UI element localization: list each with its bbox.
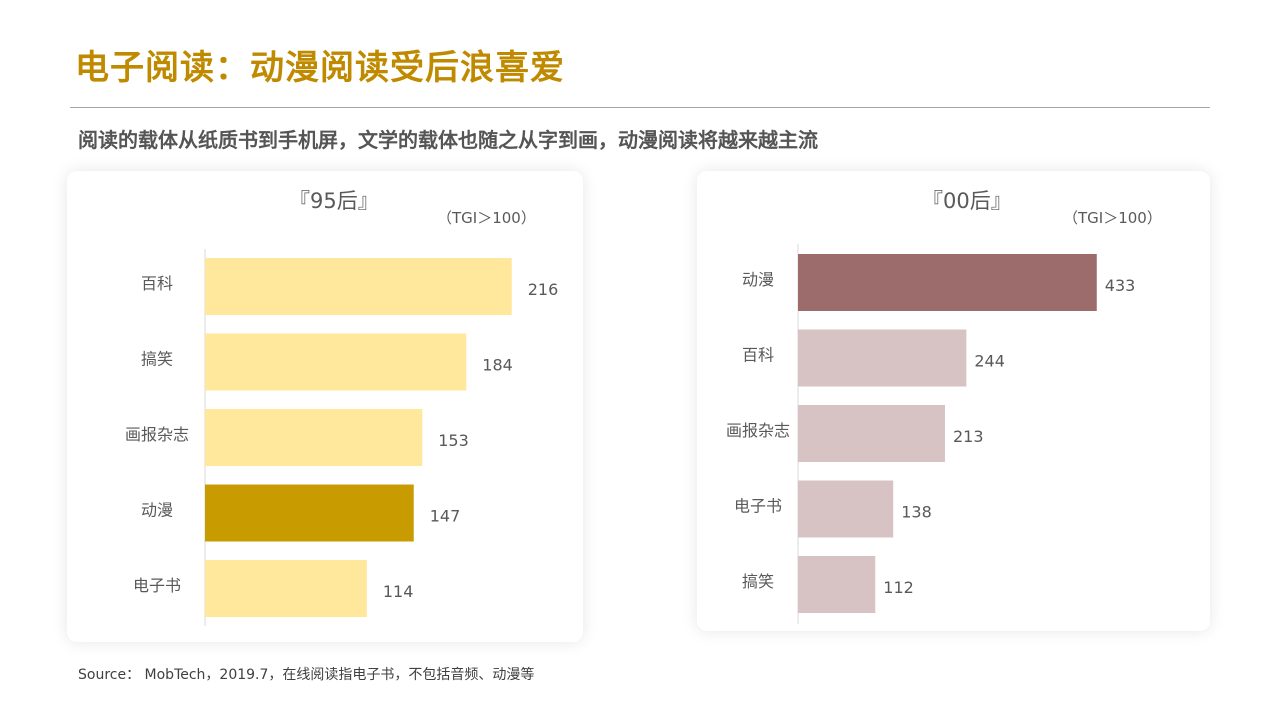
bar-95-5 [205,560,367,617]
data-label-95-5: 114 [383,582,414,601]
data-label-00-3: 213 [953,427,984,446]
chart-card-95: 『95后』 （TGI＞100） 百科 216 搞笑 184 画报杂志 153 动漫 147 电子… [67,171,583,642]
data-label-00-4: 138 [901,503,932,522]
chart-title-00: 『00后』 [922,189,1012,213]
data-label-00-1: 433 [1105,276,1136,295]
data-label-95-2: 184 [482,356,513,375]
category-label-00-3: 画报杂志 [726,421,790,440]
data-label-95-1: 216 [528,280,559,299]
bar-95-2 [205,333,467,391]
category-label-95-2: 搞笑 [141,350,173,369]
chart-title-95: 『95后』 [289,189,379,213]
category-label-95-5: 电子书 [133,576,181,595]
bar-00-3 [798,405,945,462]
chart-unit-label-00: （TGI＞100） [1063,209,1162,227]
page-subtitle: 阅读的载体从纸质书到手机屏，文学的载体也随之从字到画，动漫阅读将越来越主流 [78,128,818,152]
category-label-95-3: 画报杂志 [125,425,189,444]
chart-unit-label-95: （TGI＞100） [437,209,536,227]
bar-00-4 [798,480,894,538]
bar-chart-95: 百科 216 搞笑 184 画报杂志 153 动漫 147 电子书 114 [125,249,559,626]
bar-00-5 [798,556,876,613]
chart-card-00: 『00后』 （TGI＞100） 动漫 433 百科 244 画报杂志 213 电子书 138 搞… [697,171,1210,631]
bar-chart-00: 动漫 433 百科 244 画报杂志 213 电子书 138 搞笑 112 [726,244,1136,624]
title-divider [70,107,1210,108]
category-label-00-2: 百科 [742,346,774,365]
page-title: 电子阅读：动漫阅读受后浪喜爱 [75,48,565,88]
bar-00-1 [798,254,1097,311]
data-label-00-5: 112 [883,578,914,597]
category-label-00-5: 搞笑 [742,572,774,591]
data-label-95-3: 153 [438,431,469,450]
data-label-00-2: 244 [974,352,1005,371]
category-label-00-1: 动漫 [742,270,774,289]
category-label-95-4: 动漫 [141,501,173,520]
bar-95-1 [205,258,512,315]
source-note: Source： MobTech，2019.7，在线阅读指电子书，不包括音频、动漫… [78,667,535,683]
bar-00-2 [798,329,967,387]
bar-95-3 [205,409,423,466]
bar-95-4 [205,484,414,542]
category-label-00-4: 电子书 [734,497,782,516]
category-label-95-1: 百科 [141,274,173,293]
data-label-95-4: 147 [430,507,461,526]
